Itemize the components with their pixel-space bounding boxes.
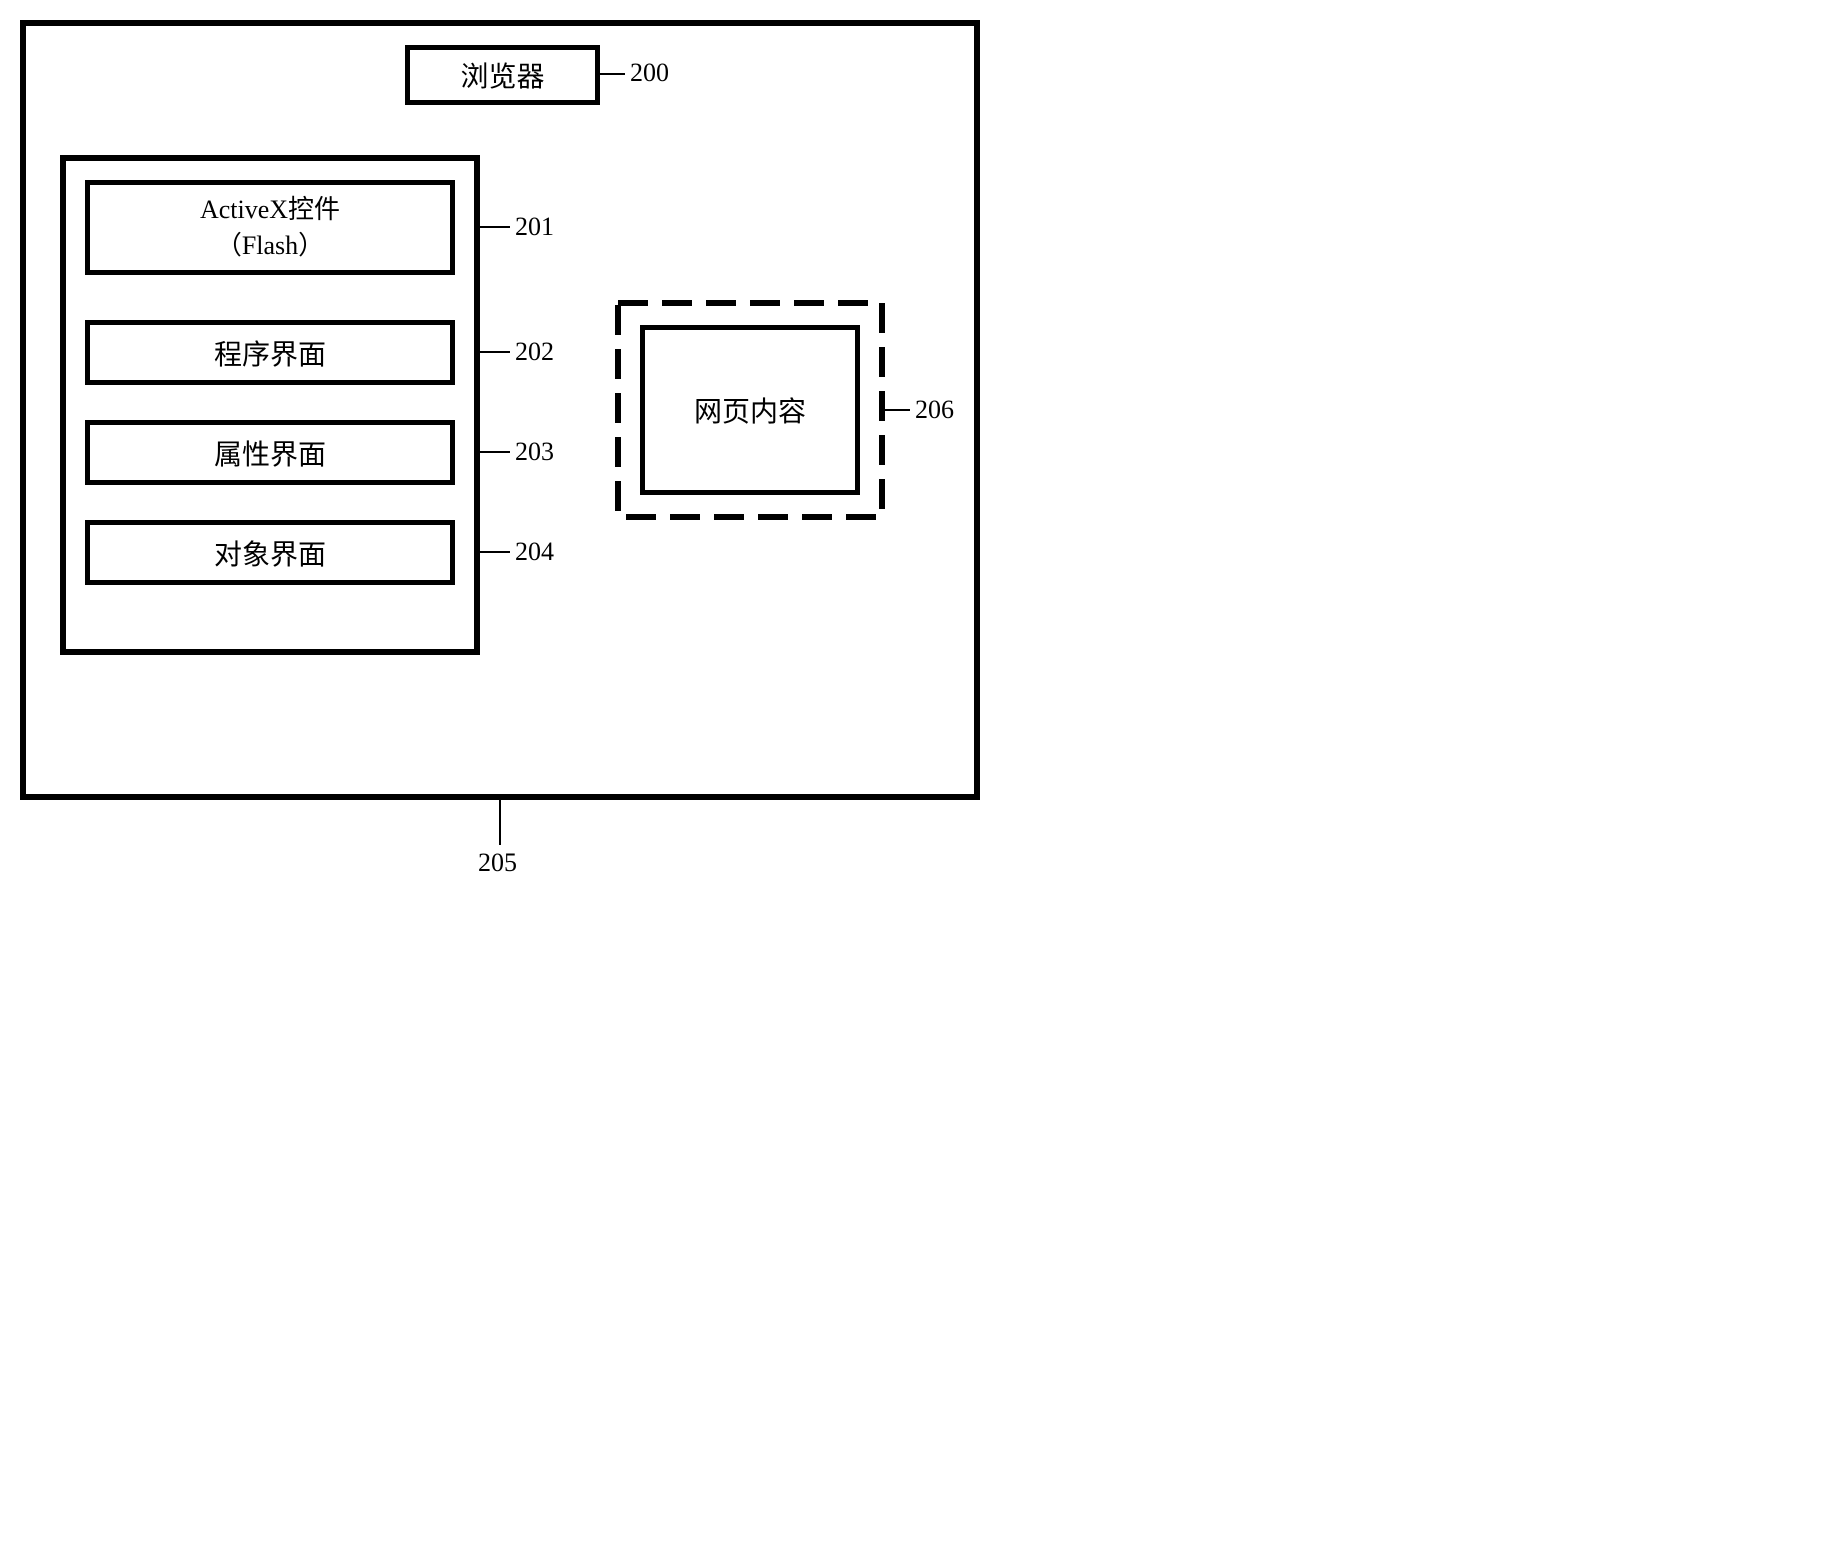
object-interface-text: 对象界面 [214, 533, 326, 573]
webpage-content-text: 网页内容 [694, 390, 806, 430]
property-interface-text: 属性界面 [214, 433, 326, 473]
label-205: 205 [478, 848, 517, 878]
program-interface-text: 程序界面 [214, 333, 326, 373]
leader-200 [600, 73, 625, 75]
label-200: 200 [630, 58, 669, 88]
browser-box: 浏览器 [405, 45, 600, 105]
label-202: 202 [515, 337, 554, 367]
webpage-content-box: 网页内容 [640, 325, 860, 495]
activex-text2: （Flash） [216, 228, 324, 263]
leader-204 [480, 551, 510, 553]
leader-206 [885, 409, 910, 411]
program-interface-box: 程序界面 [85, 320, 455, 385]
label-201: 201 [515, 212, 554, 242]
activex-text1: ActiveX控件 [200, 192, 340, 227]
leader-202 [480, 351, 510, 353]
leader-205 [499, 800, 501, 845]
leader-201 [480, 226, 510, 228]
property-interface-box: 属性界面 [85, 420, 455, 485]
browser-text: 浏览器 [460, 55, 544, 95]
activex-box: ActiveX控件 （Flash） [85, 180, 455, 275]
label-204: 204 [515, 537, 554, 567]
label-203: 203 [515, 437, 554, 467]
object-interface-box: 对象界面 [85, 520, 455, 585]
label-206: 206 [915, 395, 954, 425]
leader-203 [480, 451, 510, 453]
diagram-root: 浏览器 200 ActiveX控件 （Flash） 201 程序界面 202 属… [20, 20, 1020, 870]
